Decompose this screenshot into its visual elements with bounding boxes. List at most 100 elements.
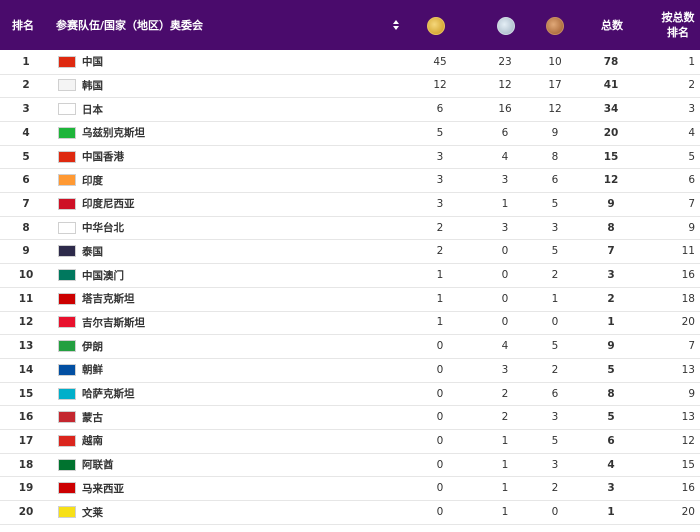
team-name[interactable]: 日本 xyxy=(82,103,103,116)
gold-count: 3 xyxy=(436,174,444,187)
rank-by-total: 9 xyxy=(688,387,695,400)
bronze-count: 2 xyxy=(551,269,559,282)
silver-count: 3 xyxy=(501,363,509,376)
team-name[interactable]: 文莱 xyxy=(82,506,103,519)
silver-count: 4 xyxy=(501,340,509,353)
gold-count: 2 xyxy=(436,221,444,234)
team-name[interactable]: 塔吉克斯坦 xyxy=(82,293,135,306)
gold-count: 0 xyxy=(436,411,444,424)
bronze-count: 3 xyxy=(551,411,559,424)
silver-count: 3 xyxy=(501,221,509,234)
rank-by-total: 15 xyxy=(681,458,695,471)
total-count: 8 xyxy=(607,387,615,400)
silver-count: 4 xyxy=(501,150,509,163)
gold-count: 0 xyxy=(436,434,444,447)
total-header[interactable]: 总数 xyxy=(601,19,623,32)
silver-count: 2 xyxy=(501,411,509,424)
rank-header[interactable]: 排名 xyxy=(12,19,34,32)
gold-medal-icon[interactable] xyxy=(427,17,445,35)
gold-count: 1 xyxy=(436,269,444,282)
table-row: 11 塔吉克斯坦 1 0 1 2 18 xyxy=(0,287,700,312)
rank-cell: 15 xyxy=(18,387,34,400)
bronze-count: 17 xyxy=(548,79,562,92)
flag-swatch xyxy=(58,363,76,376)
team-name[interactable]: 韩国 xyxy=(82,79,103,92)
silver-count: 0 xyxy=(501,269,509,282)
rank-cell: 9 xyxy=(22,245,30,258)
team-name[interactable]: 泰国 xyxy=(82,245,103,258)
bronze-count: 3 xyxy=(551,221,559,234)
rank-by-total: 16 xyxy=(681,269,695,282)
team-name[interactable]: 伊朗 xyxy=(82,340,103,353)
flag-swatch xyxy=(58,245,76,258)
bronze-count: 1 xyxy=(551,292,559,305)
team-name[interactable]: 阿联酋 xyxy=(82,459,114,472)
bronze-count: 8 xyxy=(551,150,559,163)
rank-cell: 3 xyxy=(22,103,30,116)
rank-cell: 12 xyxy=(18,316,34,329)
bronze-medal-icon[interactable] xyxy=(546,17,564,35)
table-row: 19 马来西亚 0 1 2 3 16 xyxy=(0,477,700,502)
rank-cell: 1 xyxy=(22,55,30,68)
team-name[interactable]: 乌兹别克斯坦 xyxy=(82,127,145,140)
rank-cell: 16 xyxy=(18,411,34,424)
flag-swatch xyxy=(58,269,76,282)
rank-cell: 13 xyxy=(18,340,34,353)
silver-count: 0 xyxy=(501,292,509,305)
flag-icon xyxy=(58,97,76,121)
rank-by-total: 4 xyxy=(688,126,695,139)
rank-by-total: 11 xyxy=(681,245,695,258)
team-name[interactable]: 越南 xyxy=(82,435,103,448)
total-count: 9 xyxy=(607,197,615,210)
rank-by-total: 12 xyxy=(681,434,695,447)
flag-icon xyxy=(58,169,76,193)
rank-by-total: 2 xyxy=(688,79,695,92)
bronze-count: 6 xyxy=(551,174,559,187)
total-count: 8 xyxy=(607,221,615,234)
team-name[interactable]: 吉尔吉斯斯坦 xyxy=(82,316,145,329)
table-row: 9 泰国 2 0 5 7 11 xyxy=(0,240,700,265)
rank-by-total: 7 xyxy=(688,340,695,353)
table-row: 17 越南 0 1 5 6 12 xyxy=(0,429,700,454)
team-name[interactable]: 中国澳门 xyxy=(82,269,124,282)
team-name-header[interactable]: 参赛队伍/国家（地区）奥委会 xyxy=(56,19,204,32)
team-name[interactable]: 蒙古 xyxy=(82,411,103,424)
team-name[interactable]: 中国香港 xyxy=(82,151,124,164)
gold-count: 0 xyxy=(436,482,444,495)
team-name[interactable]: 朝鲜 xyxy=(82,364,103,377)
team-name[interactable]: 马来西亚 xyxy=(82,482,124,495)
gold-count: 3 xyxy=(436,197,444,210)
flag-swatch xyxy=(58,316,76,329)
rank-cell: 17 xyxy=(18,434,34,447)
rank-by-total: 6 xyxy=(688,174,695,187)
team-name[interactable]: 印度尼西亚 xyxy=(82,198,135,211)
table-row: 8 中华台北 2 3 3 8 9 xyxy=(0,216,700,241)
total-count: 15 xyxy=(603,150,619,163)
sort-icon[interactable] xyxy=(392,0,404,50)
flag-swatch xyxy=(58,292,76,305)
total-count: 5 xyxy=(607,363,615,376)
flag-icon xyxy=(58,192,76,216)
flag-icon xyxy=(58,358,76,382)
flag-icon xyxy=(58,406,76,430)
gold-count: 12 xyxy=(433,79,447,92)
silver-medal-icon[interactable] xyxy=(497,17,515,35)
rank-by-total: 18 xyxy=(681,292,695,305)
team-name[interactable]: 哈萨克斯坦 xyxy=(82,388,135,401)
rank-by-total: 13 xyxy=(681,363,695,376)
rank-by-total-header[interactable]: 按总数排名 xyxy=(661,11,695,39)
flag-swatch xyxy=(58,174,76,187)
rank-cell: 5 xyxy=(22,150,30,163)
bronze-count: 0 xyxy=(551,316,559,329)
bronze-count: 9 xyxy=(551,126,559,139)
flag-icon xyxy=(58,500,76,524)
team-name[interactable]: 中华台北 xyxy=(82,222,124,235)
total-count: 1 xyxy=(607,506,615,519)
table-row: 4 乌兹别克斯坦 5 6 9 20 4 xyxy=(0,121,700,146)
flag-icon xyxy=(58,429,76,453)
team-name[interactable]: 印度 xyxy=(82,174,103,187)
team-name[interactable]: 中国 xyxy=(82,56,103,69)
flag-icon xyxy=(58,145,76,169)
bronze-count: 3 xyxy=(551,458,559,471)
total-count: 3 xyxy=(607,482,615,495)
